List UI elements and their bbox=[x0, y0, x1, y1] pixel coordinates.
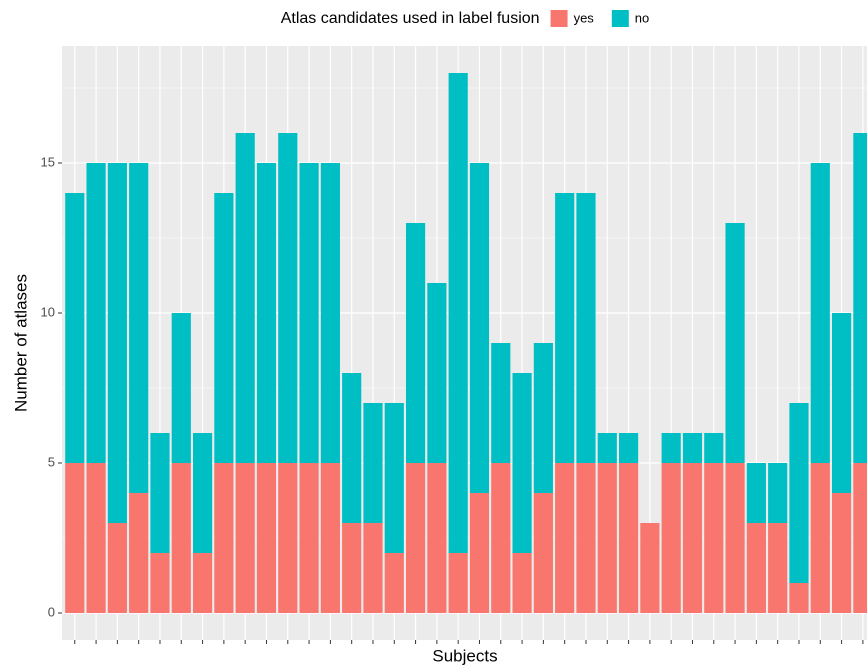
bar-segment bbox=[129, 493, 149, 613]
bar-segment bbox=[768, 523, 788, 613]
bar-segment bbox=[363, 523, 383, 613]
bar-segment bbox=[427, 283, 447, 463]
bar-segment bbox=[150, 433, 170, 553]
bar-segment bbox=[555, 193, 575, 463]
bar-segment bbox=[320, 463, 340, 613]
bar-segment bbox=[725, 223, 745, 463]
bar-segment bbox=[725, 463, 745, 613]
bar-segment bbox=[405, 223, 426, 463]
bar-segment bbox=[150, 553, 170, 613]
bar-segment bbox=[533, 493, 553, 613]
bar-segment bbox=[533, 343, 553, 493]
bar-segment bbox=[810, 463, 830, 613]
bar-segment bbox=[618, 463, 639, 613]
y-axis-label: Number of atlases bbox=[11, 274, 30, 412]
bar-segment bbox=[192, 553, 213, 613]
bar-segment bbox=[448, 73, 468, 553]
bar-segment bbox=[299, 163, 319, 463]
bar-segment bbox=[597, 463, 617, 613]
bar-segment bbox=[256, 163, 277, 463]
bar-segment bbox=[661, 463, 681, 613]
bar-segment bbox=[427, 463, 447, 613]
bar-segment bbox=[448, 553, 468, 613]
bar-segment bbox=[214, 463, 234, 613]
bar-segment bbox=[107, 523, 127, 613]
bar-segment bbox=[768, 463, 788, 523]
bar-segment bbox=[853, 133, 867, 463]
bar-segment bbox=[299, 463, 319, 613]
bar-segment bbox=[746, 523, 766, 613]
bar-segment bbox=[640, 523, 660, 613]
bar-segment bbox=[278, 463, 298, 613]
x-axis-label: Subjects bbox=[432, 646, 497, 665]
bar-segment bbox=[235, 463, 255, 613]
bar-segment bbox=[256, 463, 277, 613]
bar-segment bbox=[129, 163, 149, 493]
y-tick-label: 0 bbox=[48, 604, 55, 619]
bar-segment bbox=[65, 463, 85, 613]
bar-segment bbox=[789, 403, 809, 583]
bar-segment bbox=[235, 133, 255, 463]
bar-segment bbox=[320, 163, 340, 463]
bar-segment bbox=[704, 463, 724, 613]
bar-segment bbox=[405, 463, 426, 613]
bar-segment bbox=[831, 313, 852, 493]
bar-segment bbox=[576, 463, 596, 613]
bar-segment bbox=[342, 373, 362, 523]
y-tick-label: 15 bbox=[41, 154, 55, 169]
bar-segment bbox=[171, 313, 191, 463]
y-tick-label: 5 bbox=[48, 454, 55, 469]
legend-title: Atlas candidates used in label fusion bbox=[281, 10, 540, 27]
bar-segment bbox=[491, 463, 511, 613]
bar-segment bbox=[491, 343, 511, 463]
y-tick-label: 10 bbox=[41, 304, 55, 319]
bar-segment bbox=[192, 433, 213, 553]
bar-segment bbox=[789, 583, 809, 613]
bar-segment bbox=[278, 133, 298, 463]
bar-segment bbox=[682, 463, 703, 613]
bar-segment bbox=[597, 433, 617, 463]
bar-segment bbox=[107, 163, 127, 523]
legend-key bbox=[611, 10, 629, 27]
bar-segment bbox=[171, 463, 191, 613]
bar-segment bbox=[469, 163, 490, 493]
bar-segment bbox=[363, 403, 383, 523]
bar-segment bbox=[384, 403, 404, 553]
bar-segment bbox=[86, 163, 106, 463]
bar-segment bbox=[682, 433, 703, 463]
bar-segment bbox=[214, 193, 234, 463]
bar-segment bbox=[384, 553, 404, 613]
bar-segment bbox=[831, 493, 852, 613]
bar-segment bbox=[469, 493, 490, 613]
legend-label: yes bbox=[574, 10, 595, 25]
bar-segment bbox=[704, 433, 724, 463]
bar-segment bbox=[512, 373, 532, 553]
legend-label: no bbox=[635, 10, 649, 25]
bar-segment bbox=[512, 553, 532, 613]
bar-segment bbox=[342, 523, 362, 613]
legend-key bbox=[550, 10, 568, 27]
bar-segment bbox=[810, 163, 830, 463]
bar-segment bbox=[661, 433, 681, 463]
bar-segment bbox=[86, 463, 106, 613]
bar-segment bbox=[853, 463, 867, 613]
bar-segment bbox=[576, 193, 596, 463]
bar-segment bbox=[555, 463, 575, 613]
bar-segment bbox=[65, 193, 85, 463]
bar-segment bbox=[746, 463, 766, 523]
bar-segment bbox=[618, 433, 639, 463]
